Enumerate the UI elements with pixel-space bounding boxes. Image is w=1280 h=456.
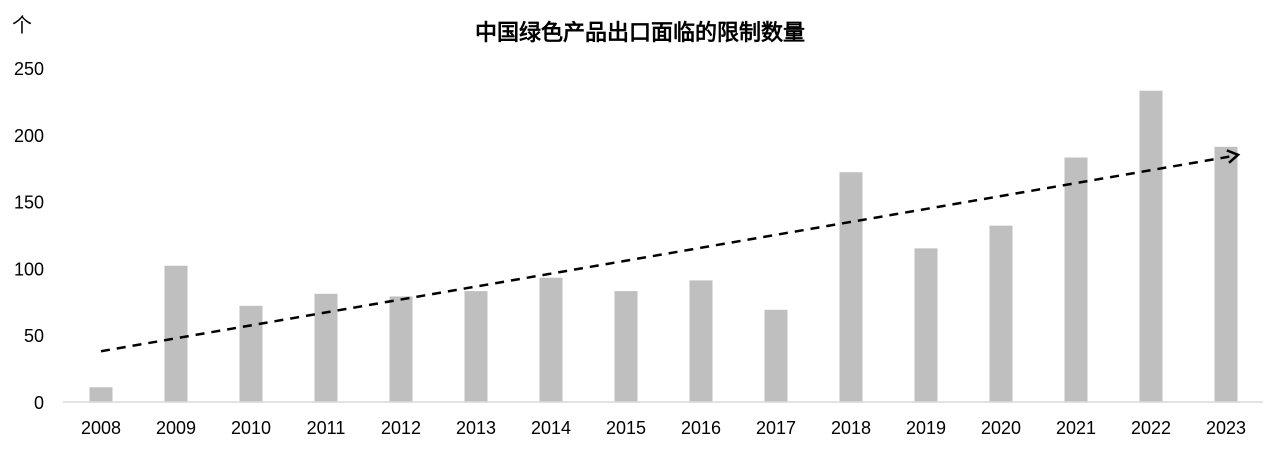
x-tick-label: 2022 (1131, 418, 1171, 438)
bar-2018 (839, 172, 863, 402)
y-tick-label: 100 (14, 259, 44, 279)
bar-2010 (239, 305, 263, 402)
bar-2009 (164, 265, 188, 402)
trend-arrowhead (1226, 149, 1241, 164)
bar-2023 (1214, 146, 1238, 402)
x-tick-label: 2008 (81, 418, 121, 438)
x-tick-label: 2023 (1206, 418, 1246, 438)
x-tick-label: 2016 (681, 418, 721, 438)
bar-2014 (539, 277, 563, 402)
bar-2016 (689, 280, 713, 402)
bar-2017 (764, 309, 788, 402)
x-tick-label: 2017 (756, 418, 796, 438)
trend-line (100, 154, 1235, 353)
y-tick-label: 50 (24, 326, 44, 346)
x-tick-label: 2018 (831, 418, 871, 438)
x-tick-label: 2021 (1056, 418, 1096, 438)
bar-2021 (1064, 157, 1088, 402)
x-tick-label: 2013 (456, 418, 496, 438)
bar-2019 (914, 248, 938, 402)
x-tick-label: 2020 (981, 418, 1021, 438)
x-tick-label: 2009 (156, 418, 196, 438)
x-tick-label: 2012 (381, 418, 421, 438)
y-tick-label: 150 (14, 193, 44, 213)
bar-2013 (464, 291, 488, 402)
bar-2020 (989, 225, 1013, 402)
bar-2012 (389, 296, 413, 402)
x-tick-label: 2011 (307, 418, 346, 438)
y-tick-label: 200 (14, 126, 44, 146)
y-tick-label: 0 (34, 393, 44, 413)
bar-2011 (314, 293, 338, 402)
x-tick-label: 2015 (606, 418, 646, 438)
bar-2022 (1139, 90, 1163, 402)
bar-2015 (614, 291, 638, 402)
y-axis-unit-label: 个 (12, 14, 32, 37)
y-tick-label: 250 (14, 59, 44, 79)
chart-title: 中国绿色产品出口面临的限制数量 (475, 20, 805, 45)
bar-2008 (89, 387, 113, 402)
x-tick-label: 2019 (906, 418, 946, 438)
x-tick-label: 2014 (531, 418, 571, 438)
x-tick-label: 2010 (231, 418, 271, 438)
